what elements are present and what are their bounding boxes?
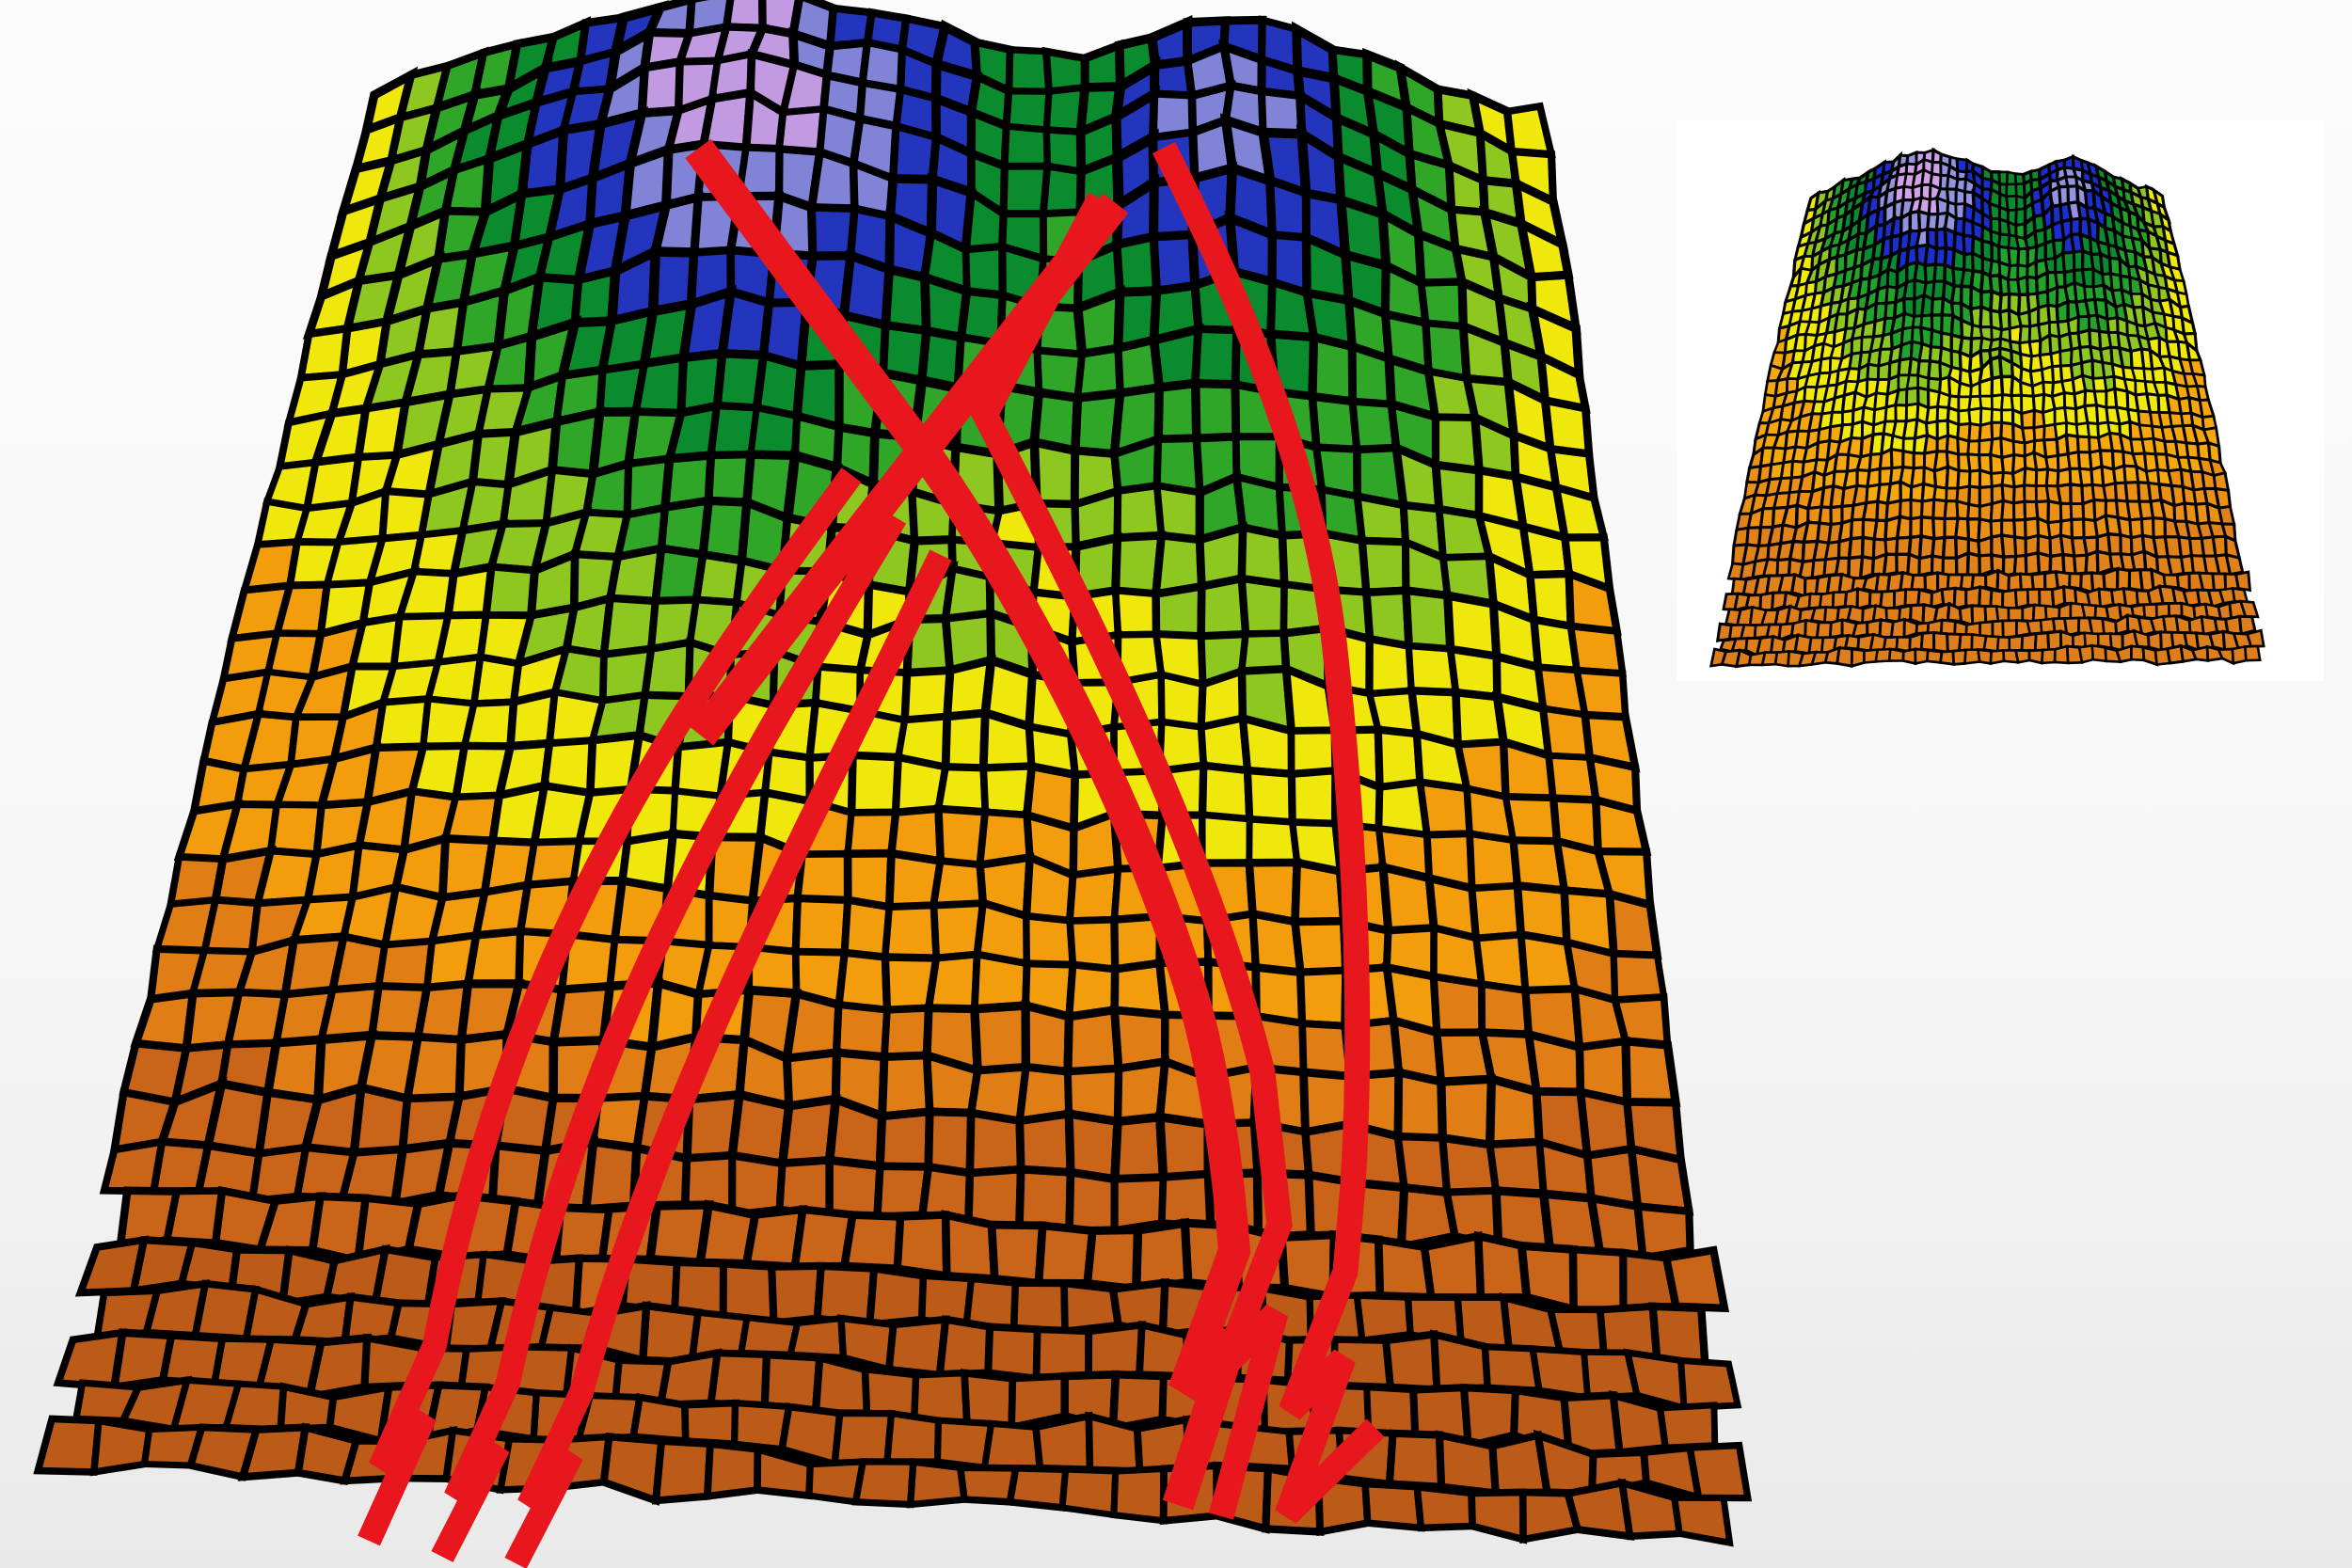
red-x-stroke-and-right-arrow (685, 138, 1251, 1511)
inset-surface-plot (1708, 147, 2265, 669)
red-left-arrow-3 (504, 549, 952, 1568)
red-left-arrow-1 (358, 467, 862, 1546)
red-right-line-inner (970, 192, 1293, 1520)
red-left-arrow-2 (431, 511, 907, 1562)
red-annotations (358, 138, 1385, 1568)
main-surface-plot (33, 0, 1753, 1547)
red-right-line-outer (1152, 141, 1385, 1524)
